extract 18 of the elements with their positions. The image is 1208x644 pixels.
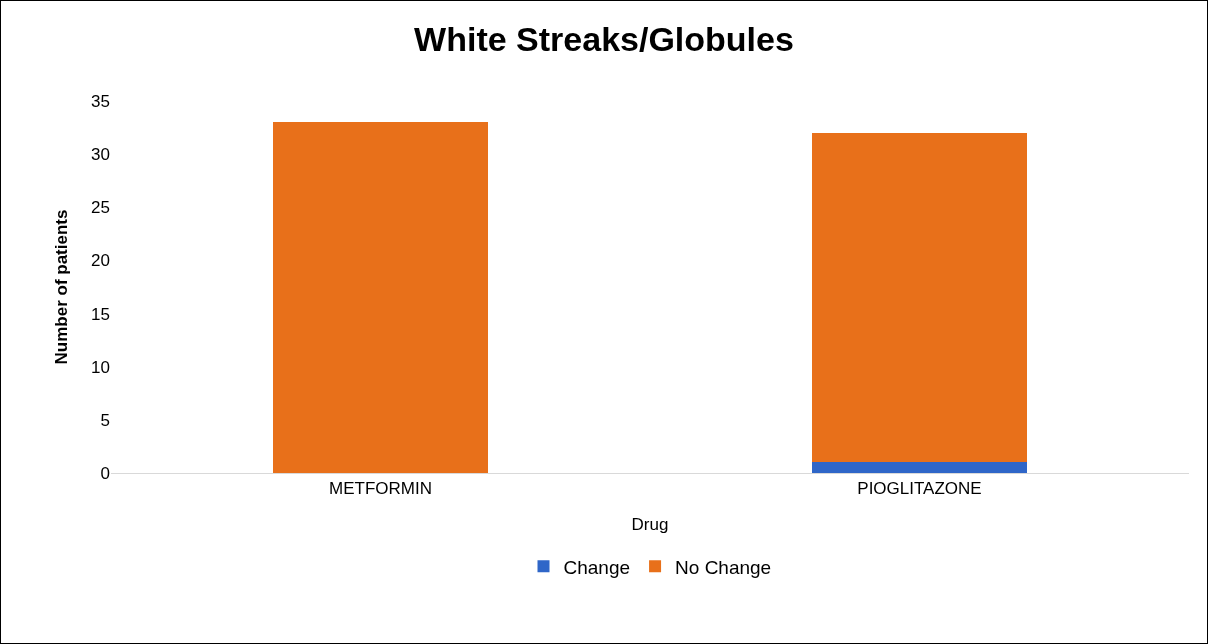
y-tick-label: 25 xyxy=(91,198,110,218)
chart-title: White Streaks/Globules xyxy=(414,20,794,59)
y-tick-label: 15 xyxy=(91,304,110,324)
legend-label: No Change xyxy=(675,556,772,578)
bar xyxy=(811,132,1028,463)
y-tick-label: 35 xyxy=(91,91,110,111)
y-tick-label: 5 xyxy=(100,410,110,430)
y-tick-label: 30 xyxy=(91,145,110,165)
legend-label: Change xyxy=(563,556,631,578)
y-tick-label: 10 xyxy=(91,357,110,377)
x-tick-label: METFORMIN xyxy=(329,479,432,499)
y-axis-title: Number of patients xyxy=(52,209,71,365)
y-tick-label: 0 xyxy=(100,463,110,483)
bar xyxy=(811,462,1028,473)
y-tick-label: 20 xyxy=(91,251,110,271)
x-tick-label: PIOGLITAZONE xyxy=(857,479,982,499)
x-axis-title: Drug xyxy=(631,514,669,534)
bar xyxy=(272,122,489,473)
